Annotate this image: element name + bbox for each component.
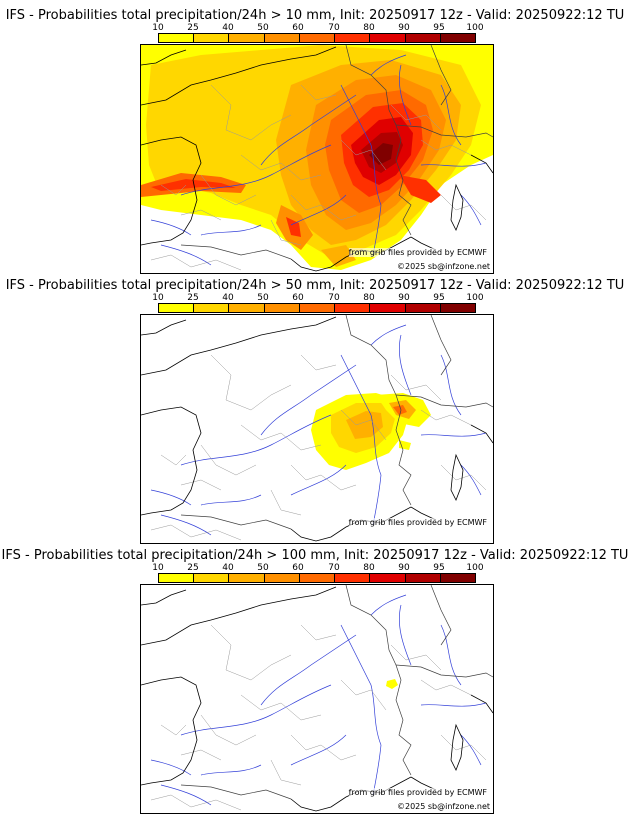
- colorbar-swatch: [229, 574, 265, 582]
- colorbar-tick: 25: [187, 563, 199, 573]
- colorbar-swatch: [370, 574, 406, 582]
- colorbar-tick: 60: [292, 293, 304, 303]
- panel-title: IFS - Probabilities total precipitation/…: [1, 548, 629, 563]
- colorbar-swatch: [229, 34, 265, 42]
- colorbar-tick: 100: [466, 293, 484, 303]
- colorbar-swatch: [299, 304, 336, 312]
- colorbar-tick: 50: [257, 293, 269, 303]
- colorbar-swatch: [440, 34, 475, 42]
- colorbar-tick-labels: 10 25 40 50 60 70 80 90 95 100: [152, 293, 483, 303]
- colorbar-tick: 80: [363, 23, 375, 33]
- colorbar-tick: 70: [328, 23, 340, 33]
- colorbar-swatch: [264, 34, 300, 42]
- colorbar-tick: 90: [398, 563, 410, 573]
- colorbar-tick-labels: 10 25 40 50 60 70 80 90 95 100: [152, 23, 483, 33]
- colorbar-tick: 50: [257, 563, 269, 573]
- colorbar-swatch: [335, 574, 371, 582]
- colorbar-swatch: [159, 574, 195, 582]
- panel-title: IFS - Probabilities total precipitation/…: [5, 278, 625, 293]
- colorbar-swatch: [335, 34, 371, 42]
- colorbar-tick: 80: [363, 563, 375, 573]
- colorbar-tick: 70: [328, 293, 340, 303]
- probability-map: from grib files provided by ECMWF ©2025 …: [140, 44, 494, 274]
- probability-shading: [311, 393, 431, 470]
- colorbar-swatch: [194, 34, 230, 42]
- colorbar-tick: 60: [292, 563, 304, 573]
- colorbar-tick: 40: [222, 563, 234, 573]
- probability-map: from grib files provided by ECMWF ©2025 …: [140, 584, 494, 814]
- colorbar-swatch: [405, 34, 441, 42]
- panel-title: IFS - Probabilities total precipitation/…: [5, 8, 625, 23]
- copyright-credit: ©2025 sb@infzone.net: [396, 262, 490, 271]
- colorbar-tick: 80: [363, 293, 375, 303]
- colorbar-swatch: [370, 34, 406, 42]
- colorbar-tick: 10: [152, 293, 164, 303]
- colorbar-tick: 95: [433, 23, 445, 33]
- probability-map: from grib files provided by ECMWF: [140, 314, 494, 544]
- map-graphic: [141, 45, 493, 272]
- colorbar-tick: 25: [187, 293, 199, 303]
- colorbar-tick: 10: [152, 563, 164, 573]
- colorbar-tick: 70: [328, 563, 340, 573]
- colorbar-swatches: [158, 33, 476, 43]
- colorbar-swatch: [159, 34, 195, 42]
- colorbar-swatch: [405, 574, 441, 582]
- data-source-credit: from grib files provided by ECMWF: [348, 248, 487, 257]
- colorbar-swatch: [405, 304, 441, 312]
- colorbar-swatch: [299, 34, 336, 42]
- colorbar-tick: 40: [222, 23, 234, 33]
- data-source-credit: from grib files provided by ECMWF: [348, 788, 487, 797]
- panel-100mm: IFS - Probabilities total precipitation/…: [0, 548, 630, 818]
- colorbar-swatch: [440, 574, 475, 582]
- colorbar-swatch: [299, 574, 336, 582]
- colorbar-tick-labels: 10 25 40 50 60 70 80 90 95 100: [152, 563, 483, 573]
- colorbar-swatches: [158, 303, 476, 313]
- colorbar-tick: 25: [187, 23, 199, 33]
- panel-10mm: IFS - Probabilities total precipitation/…: [0, 8, 630, 278]
- map-graphic: [141, 315, 493, 542]
- colorbar-swatch: [264, 304, 300, 312]
- colorbar-swatch: [264, 574, 300, 582]
- colorbar-swatch: [229, 304, 265, 312]
- map-graphic: [141, 585, 493, 812]
- colorbar-swatch: [440, 304, 475, 312]
- colorbar: 10 25 40 50 60 70 80 90 95 100: [152, 293, 484, 315]
- colorbar-swatch: [194, 304, 230, 312]
- colorbar-tick: 100: [466, 23, 484, 33]
- colorbar: 10 25 40 50 60 70 80 90 95 100: [152, 23, 484, 45]
- colorbar-swatch: [159, 304, 195, 312]
- copyright-credit: ©2025 sb@infzone.net: [396, 802, 490, 811]
- colorbar-swatch: [335, 304, 371, 312]
- colorbar-tick: 95: [433, 563, 445, 573]
- colorbar-tick: 90: [398, 293, 410, 303]
- colorbar: 10 25 40 50 60 70 80 90 95 100: [152, 563, 484, 585]
- colorbar-tick: 60: [292, 23, 304, 33]
- colorbar-swatch: [370, 304, 406, 312]
- panel-50mm: IFS - Probabilities total precipitation/…: [0, 278, 630, 548]
- colorbar-tick: 50: [257, 23, 269, 33]
- colorbar-swatches: [158, 573, 476, 583]
- colorbar-tick: 90: [398, 23, 410, 33]
- colorbar-tick: 95: [433, 293, 445, 303]
- colorbar-tick: 100: [466, 563, 484, 573]
- probability-shading: [141, 45, 493, 270]
- colorbar-tick: 40: [222, 293, 234, 303]
- colorbar-tick: 10: [152, 23, 164, 33]
- colorbar-swatch: [194, 574, 230, 582]
- probability-shading: [386, 679, 398, 689]
- data-source-credit: from grib files provided by ECMWF: [348, 518, 487, 527]
